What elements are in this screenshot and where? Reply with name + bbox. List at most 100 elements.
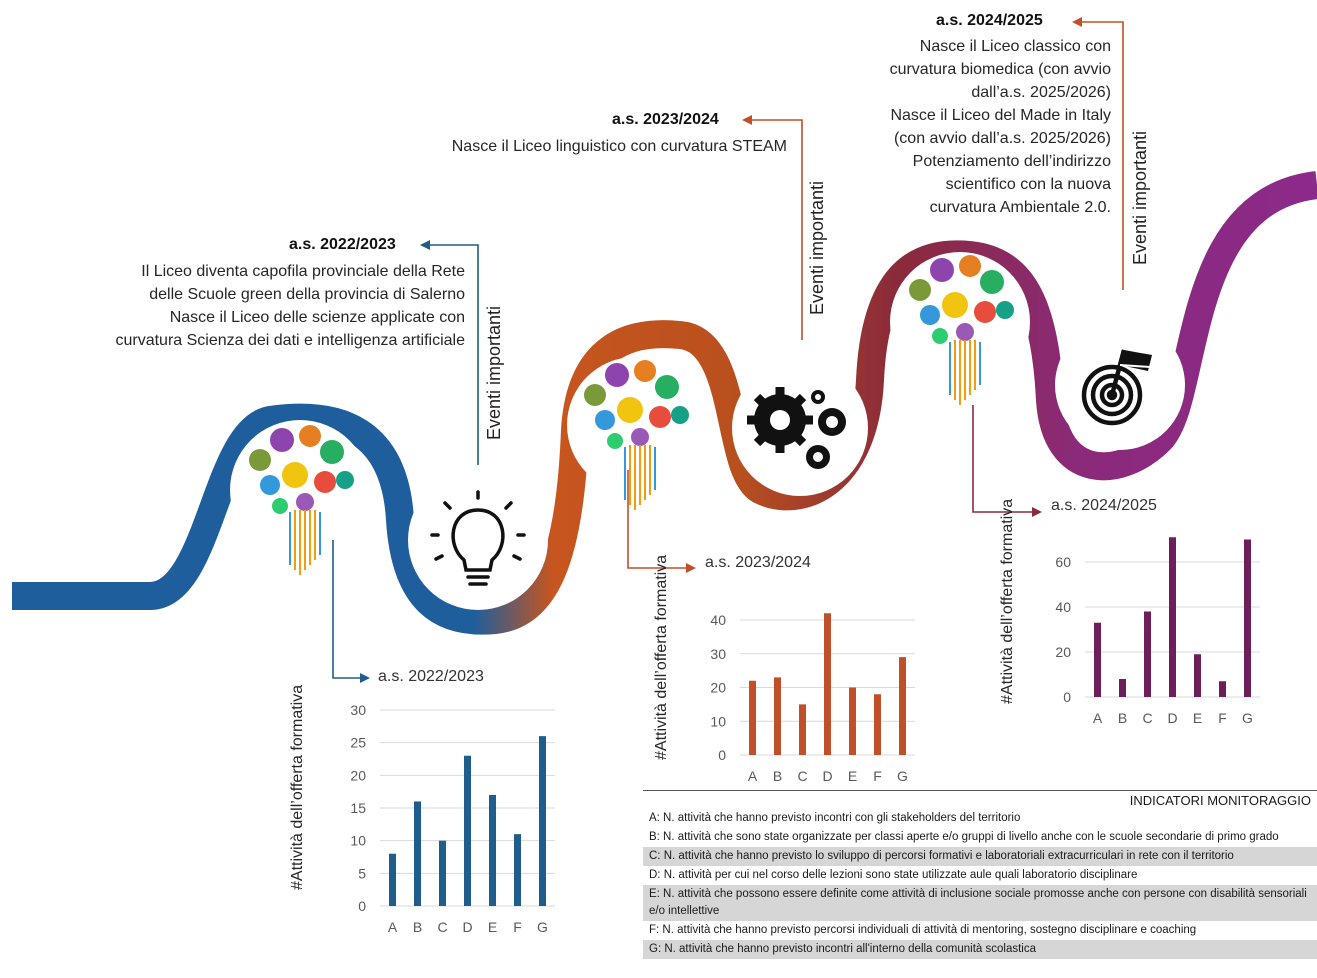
x-tick-label: C [437,919,447,935]
x-tick-label: A [748,768,758,784]
event-text-2024: Nasce il Liceo classico con curvatura bi… [890,35,1111,219]
event-line: curvatura Ambientale 2.0. [929,199,1111,216]
event-year-2023: a.s. 2023/2024 [612,111,719,128]
x-tick-label: E [488,919,497,935]
target-flag-icon [1081,349,1152,426]
connector-2022-chart [332,540,362,679]
x-tick-label: C [797,768,807,784]
x-tick-label: A [1093,710,1103,726]
y-tick-label: 0 [358,898,366,914]
x-tick-label: A [388,919,398,935]
y-tick-label: 60 [1055,554,1071,570]
y-tick-label: 5 [358,865,366,881]
x-tick-label: F [513,919,522,935]
event-line: Nasce il Liceo classico con [919,38,1111,55]
connector-2022-event [428,244,479,465]
bar-B [414,801,421,906]
legend-row: D: N. attività per cui nel corso delle l… [649,869,1138,881]
lightbulb-icon [430,490,526,586]
y-tick-label: 20 [710,680,726,696]
bar-G [899,657,906,755]
event-line: (con avvio dall’a.s. 2025/2026) [893,130,1111,147]
bar-F [1219,681,1226,697]
brain-icon [249,425,354,575]
bar-G [539,736,546,906]
x-tick-label: F [1218,710,1227,726]
event-vertical-label: Eventi importanti [484,305,504,440]
legend-row: E: N. attività che possono essere defini… [643,885,1317,921]
bar-B [774,677,781,755]
event-line: curvatura Scienza dei dati e intelligenz… [115,332,465,349]
y-tick-label: 40 [710,612,726,628]
connector-2023-chart [627,470,688,569]
bar-F [874,694,881,755]
bar-E [1194,654,1201,697]
event-text-2023: Nasce il Liceo linguistico con curvatura… [452,135,787,158]
y-tick-label: 20 [1055,644,1071,660]
x-tick-label: D [822,768,832,784]
bar-D [824,613,831,755]
connector-2024-event [1080,21,1124,290]
event-line: Nasce il Liceo linguistico con curvatura… [451,138,787,155]
bar-chart-2024: 0 20 40 60 A B C D E F G [1055,537,1260,726]
bar-D [1169,537,1176,697]
y-tick-label: 10 [710,713,726,729]
x-tick-label: B [413,919,422,935]
event-line: Nasce il Liceo del Made in Italy [890,107,1111,124]
bar-chart-2022: 0 5 10 15 20 25 30 A B C D E F G [350,702,555,935]
legend-row: G: N. attività che hanno previsto incont… [643,940,1317,959]
bar-D [464,755,471,906]
x-tick-label: B [773,768,782,784]
brain-icon [909,255,1014,405]
legend-row: C: N. attività che hanno previsto lo svi… [643,847,1317,866]
y-tick-label: 40 [1055,599,1071,615]
y-tick-label: 10 [350,833,366,849]
legend-row: F: N. attività che hanno previsto percor… [649,924,1197,936]
bar-G [1244,539,1251,697]
bar-C [1144,611,1151,697]
y-tick-label: 0 [718,747,726,763]
bar-F [514,834,521,906]
y-tick-label: 0 [1063,689,1071,705]
event-line: Potenziamento dell’indirizzo [912,153,1111,170]
chart-title-2024: a.s. 2024/2025 [1051,497,1157,514]
x-tick-label: E [1193,710,1202,726]
x-tick-label: G [897,768,908,784]
bar-E [489,794,496,906]
event-text-2022: Il Liceo diventa capofila provinciale de… [115,260,465,352]
x-tick-label: F [873,768,882,784]
legend-title: INDICATORI MONITORAGGIO [643,790,1317,809]
x-tick-label: D [462,919,472,935]
y-axis-label-2024: #Attività dell’offerta formativa [999,498,1016,704]
bar-A [389,853,396,906]
brain-icon [584,360,689,510]
y-tick-label: 25 [350,735,366,751]
gears-icon [747,387,846,469]
connector-2023-event [750,119,803,340]
event-line: curvatura biomedica (con avvio [889,61,1111,78]
y-axis-label-2022: #Attività dell’offerta formativa [289,684,306,890]
bar-C [439,840,446,906]
lightbulb-icon-bg [408,470,548,610]
event-vertical-label: Eventi importanti [807,180,827,315]
bar-A [1094,622,1101,697]
indicators-legend: INDICATORI MONITORAGGIO A: N. attività c… [643,790,1317,959]
target-flag-icon-bg [1055,320,1185,450]
chart-title-2023: a.s. 2023/2024 [705,554,811,571]
x-tick-label: G [1242,710,1253,726]
bar-chart-2023: 0 10 20 30 40 A B C D E F G [710,612,915,784]
bar-A [749,680,756,755]
bar-E [849,687,856,755]
y-axis-label-2023: #Attività dell’offerta formativa [653,554,670,760]
event-year-2022: a.s. 2022/2023 [289,236,396,253]
y-tick-label: 15 [350,800,366,816]
y-tick-label: 20 [350,767,366,783]
bar-C [799,704,806,755]
x-tick-label: E [848,768,857,784]
event-line: dall’a.s. 2025/2026) [971,84,1111,101]
event-vertical-label: Eventi importanti [1130,130,1150,265]
x-tick-label: G [537,919,548,935]
x-tick-label: C [1142,710,1152,726]
event-line: delle Scuole green della provincia di Sa… [149,286,465,303]
